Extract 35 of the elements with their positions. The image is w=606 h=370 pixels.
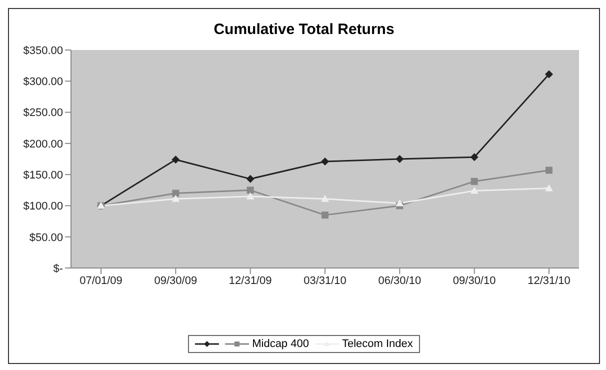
point	[246, 174, 254, 183]
x-tick-label: 12/31/10	[528, 274, 570, 287]
y-tick-label: $150.00	[23, 169, 63, 182]
point	[545, 70, 553, 78]
y-tick-label: $350.00	[23, 44, 63, 57]
point	[396, 199, 404, 206]
x-tick-label: 09/30/09	[154, 274, 198, 287]
point	[172, 156, 180, 164]
y-tick-label: $-	[53, 262, 64, 275]
point	[246, 192, 254, 200]
legend-label: Midcap 400	[252, 338, 309, 350]
point	[470, 186, 478, 194]
x-tick-label: 06/30/10	[378, 274, 422, 287]
legend-label: Telecom Index	[342, 338, 413, 350]
point	[172, 190, 180, 197]
y-tick-label: $300.00	[23, 76, 63, 88]
point	[322, 212, 328, 219]
point	[246, 186, 254, 194]
point	[321, 157, 329, 166]
point	[470, 153, 478, 162]
point	[546, 166, 552, 174]
x-tick-label: 03/31/10	[304, 274, 346, 287]
y-tick-label: $200.00	[23, 138, 63, 150]
point	[545, 184, 553, 192]
y-tick-label: $50.00	[29, 232, 63, 244]
y-tick-label: $100.00	[23, 200, 63, 213]
chart-title: Cumulative Total Returns	[212, 21, 396, 38]
y-tick-label: $250.00	[23, 107, 63, 120]
point	[172, 194, 180, 202]
x-tick-label: 09/30/10	[452, 274, 496, 287]
x-tick-label: 07/01/09	[80, 274, 122, 287]
point	[470, 178, 478, 185]
x-tick-label: 12/31/09	[228, 274, 272, 287]
point	[396, 155, 404, 163]
point	[321, 194, 329, 202]
